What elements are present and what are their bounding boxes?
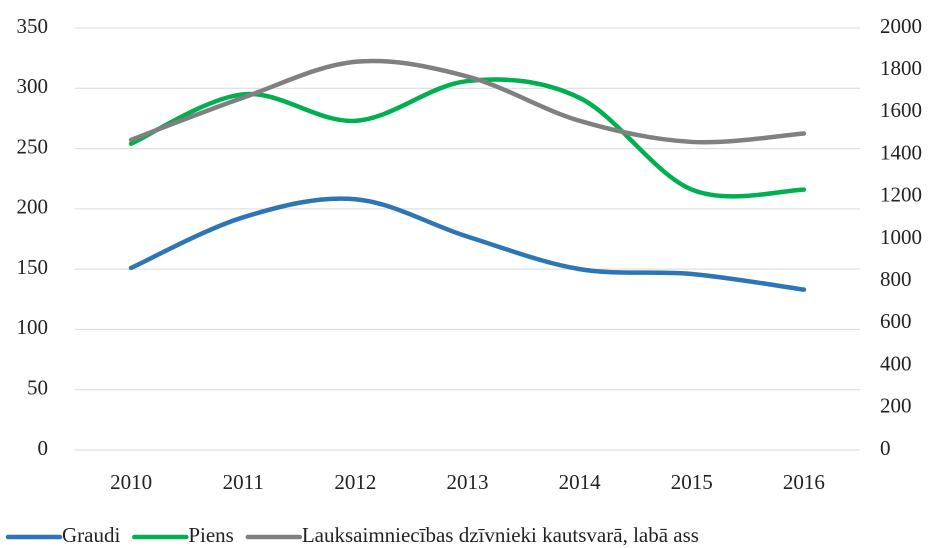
- series-line: [128, 77, 807, 199]
- series-line: [128, 196, 807, 292]
- legend-label: Lauksaimniecības dzīvnieki kautsvarā, la…: [302, 523, 699, 547]
- y-tick-label: 150: [17, 255, 49, 279]
- x-tick-label: 2012: [334, 470, 376, 494]
- legend-label: Piens: [188, 523, 234, 547]
- y2-tick-label: 400: [880, 351, 912, 375]
- y2-tick-label: 1800: [880, 56, 922, 80]
- y2-tick-label: 1000: [880, 225, 922, 249]
- y-tick-label: 300: [17, 74, 49, 98]
- y2-tick-label: 0: [880, 436, 891, 460]
- y2-tick-label: 1400: [880, 140, 922, 164]
- x-tick-label: 2013: [447, 470, 489, 494]
- x-tick-label: 2015: [671, 470, 713, 494]
- x-tick-label: 2014: [559, 470, 602, 494]
- series-line: [128, 58, 807, 145]
- y2-tick-label: 800: [880, 267, 912, 291]
- x-tick-label: 2016: [783, 470, 825, 494]
- y2-tick-label: 1200: [880, 183, 922, 207]
- y-tick-label: 200: [17, 195, 49, 219]
- y2-tick-label: 600: [880, 309, 912, 333]
- y-tick-label: 350: [17, 14, 49, 38]
- y-tick-label: 50: [27, 376, 48, 400]
- legend-label: Graudi: [62, 523, 120, 547]
- x-tick-label: 2010: [110, 470, 152, 494]
- y2-tick-label: 1600: [880, 98, 922, 122]
- y2-tick-label: 2000: [880, 14, 922, 38]
- x-tick-label: 2011: [223, 470, 264, 494]
- y-tick-label: 250: [17, 134, 49, 158]
- y2-tick-label: 200: [880, 394, 912, 418]
- y-tick-label: 0: [38, 436, 49, 460]
- y-tick-label: 100: [17, 315, 49, 339]
